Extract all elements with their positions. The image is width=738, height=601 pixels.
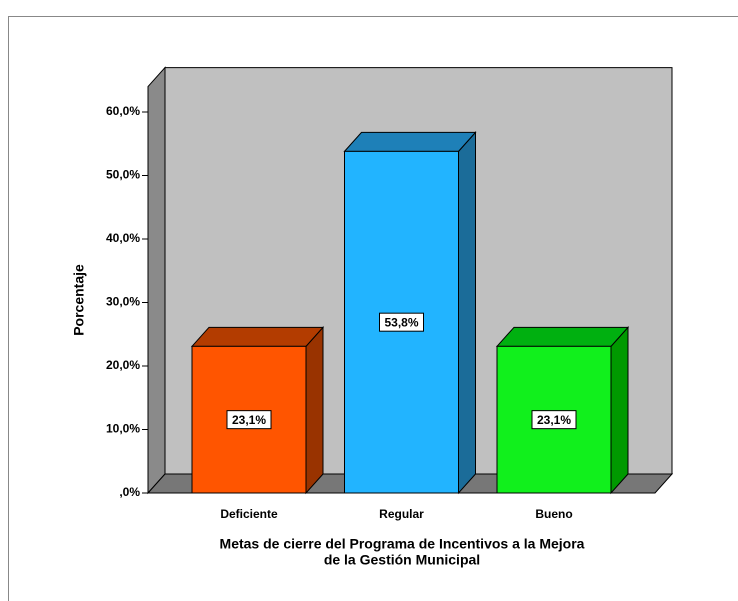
data-label-box	[379, 312, 424, 332]
plot: ,0% 10,0% 20,0% 30,0% 40,0% 50,0% 60,0% 23,1% De…	[106, 66, 674, 521]
data-label: 53,8%	[384, 315, 418, 329]
x-tick-label: Deficiente	[220, 507, 278, 521]
bar-top	[343, 131, 477, 152]
x-axis-title: de la Gestión Municipal	[324, 552, 480, 568]
data-label: 23,1%	[232, 413, 266, 427]
y-tick-label: 10,0%	[106, 422, 140, 436]
y-tick-label: 60,0%	[106, 104, 140, 118]
data-label: 23,1%	[537, 413, 571, 427]
y-tick-label: 40,0%	[106, 231, 140, 245]
x-axis-title: Metas de cierre del Programa de Incentiv…	[220, 536, 585, 552]
y-tick-label: 50,0%	[106, 168, 140, 182]
bar-top	[190, 326, 325, 347]
bar-side	[610, 326, 629, 495]
bar-side	[305, 326, 324, 495]
y-tick-label: 30,0%	[106, 295, 140, 309]
x-tick-label: Regular	[379, 507, 424, 521]
y-tick-label: 20,0%	[106, 358, 140, 372]
y-tick-label: ,0%	[119, 485, 140, 499]
x-tick-label: Bueno	[535, 507, 572, 521]
side-wall	[147, 66, 166, 495]
bar-side	[458, 131, 476, 495]
data-label-box	[531, 410, 577, 430]
bar-top	[495, 326, 630, 347]
y-axis-title: Porcentaje	[71, 264, 87, 336]
data-label-box	[226, 410, 272, 430]
